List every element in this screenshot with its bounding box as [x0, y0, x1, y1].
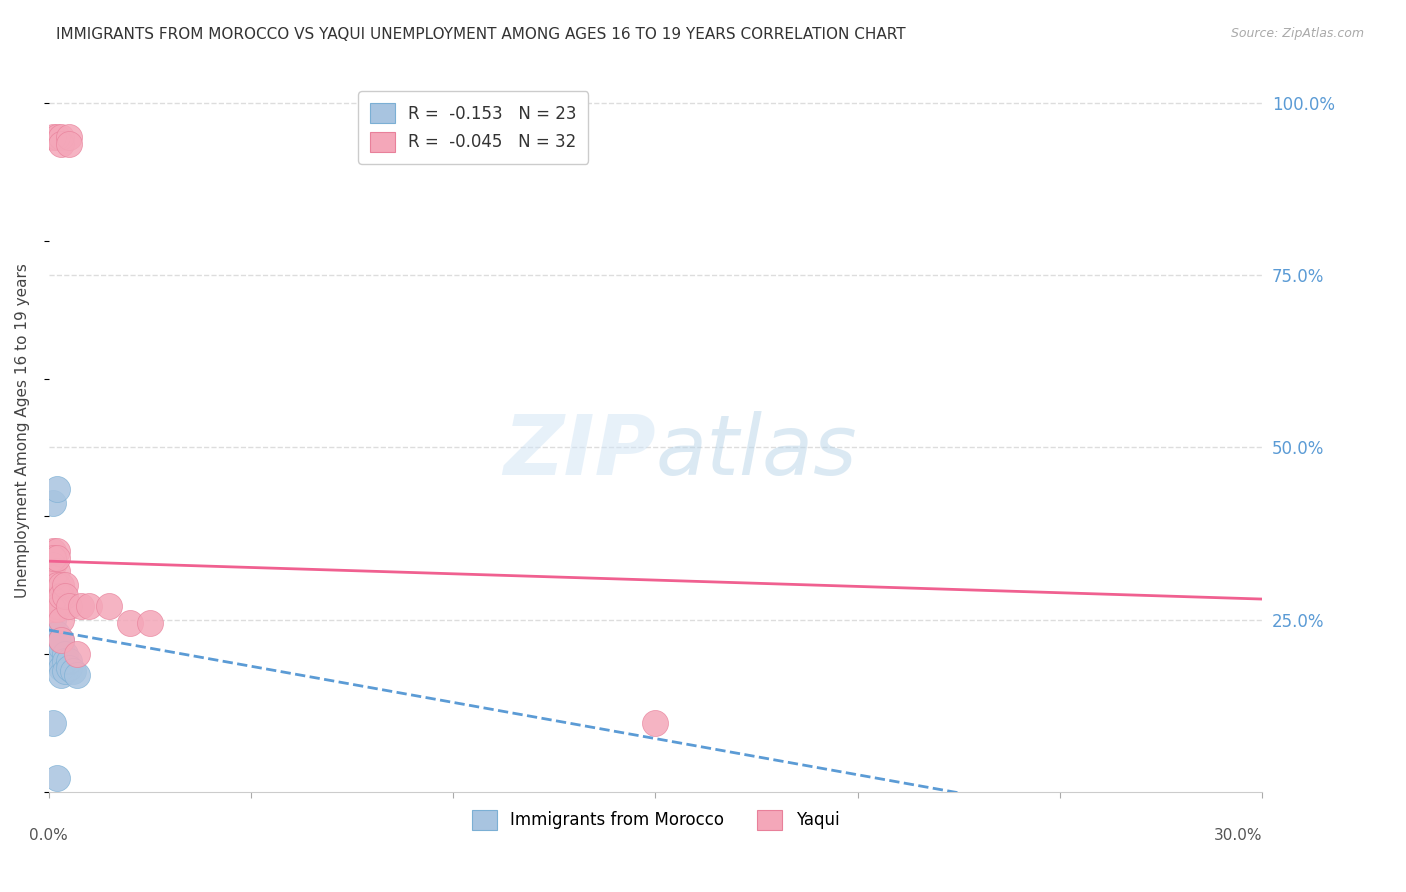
Point: [42, 130, 65, 145]
Point: [118, 616, 141, 631]
Y-axis label: Unemployment Among Ages 16 to 19 years: Unemployment Among Ages 16 to 19 years: [15, 263, 30, 598]
Point: [45, 482, 67, 496]
Point: [58, 130, 80, 145]
Point: [42, 647, 65, 661]
Point: [58, 661, 80, 675]
Point: [66, 668, 89, 682]
Point: [66, 647, 89, 661]
Point: [42, 592, 65, 607]
Point: [49, 613, 72, 627]
Point: [49, 640, 72, 655]
Point: [42, 633, 65, 648]
Text: ZIP: ZIP: [503, 411, 655, 492]
Point: [53, 654, 76, 668]
Point: [62, 665, 84, 679]
Legend: R =  -0.153   N = 23, R =  -0.045   N = 32: R = -0.153 N = 23, R = -0.045 N = 32: [359, 91, 589, 163]
Point: [45, 578, 67, 592]
Point: [53, 589, 76, 603]
Text: 0.0%: 0.0%: [30, 828, 67, 843]
Point: [42, 640, 65, 655]
Point: [42, 544, 65, 558]
Point: [49, 661, 72, 675]
Point: [45, 544, 67, 558]
Point: [45, 599, 67, 613]
Point: [42, 613, 65, 627]
Point: [42, 716, 65, 731]
Point: [49, 130, 72, 145]
Point: [42, 602, 65, 616]
Point: [53, 578, 76, 592]
Text: 30.0%: 30.0%: [1213, 828, 1263, 843]
Point: [45, 626, 67, 640]
Point: [49, 578, 72, 592]
Point: [45, 565, 67, 579]
Point: [45, 654, 67, 668]
Point: [70, 599, 93, 613]
Point: [53, 647, 76, 661]
Point: [45, 550, 67, 565]
Point: [45, 633, 67, 648]
Text: atlas: atlas: [655, 411, 858, 492]
Point: [98, 599, 121, 613]
Point: [42, 550, 65, 565]
Point: [644, 716, 666, 731]
Text: Source: ZipAtlas.com: Source: ZipAtlas.com: [1230, 27, 1364, 40]
Point: [49, 589, 72, 603]
Point: [139, 616, 162, 631]
Point: [49, 633, 72, 648]
Point: [77, 599, 100, 613]
Point: [58, 137, 80, 152]
Point: [45, 647, 67, 661]
Point: [58, 599, 80, 613]
Point: [53, 665, 76, 679]
Point: [49, 668, 72, 682]
Point: [49, 633, 72, 648]
Point: [42, 571, 65, 585]
Point: [42, 495, 65, 509]
Point: [42, 558, 65, 572]
Point: [45, 771, 67, 785]
Point: [45, 130, 67, 145]
Text: IMMIGRANTS FROM MOROCCO VS YAQUI UNEMPLOYMENT AMONG AGES 16 TO 19 YEARS CORRELAT: IMMIGRANTS FROM MOROCCO VS YAQUI UNEMPLO…: [56, 27, 905, 42]
Point: [49, 137, 72, 152]
Point: [58, 654, 80, 668]
Point: [45, 602, 67, 616]
